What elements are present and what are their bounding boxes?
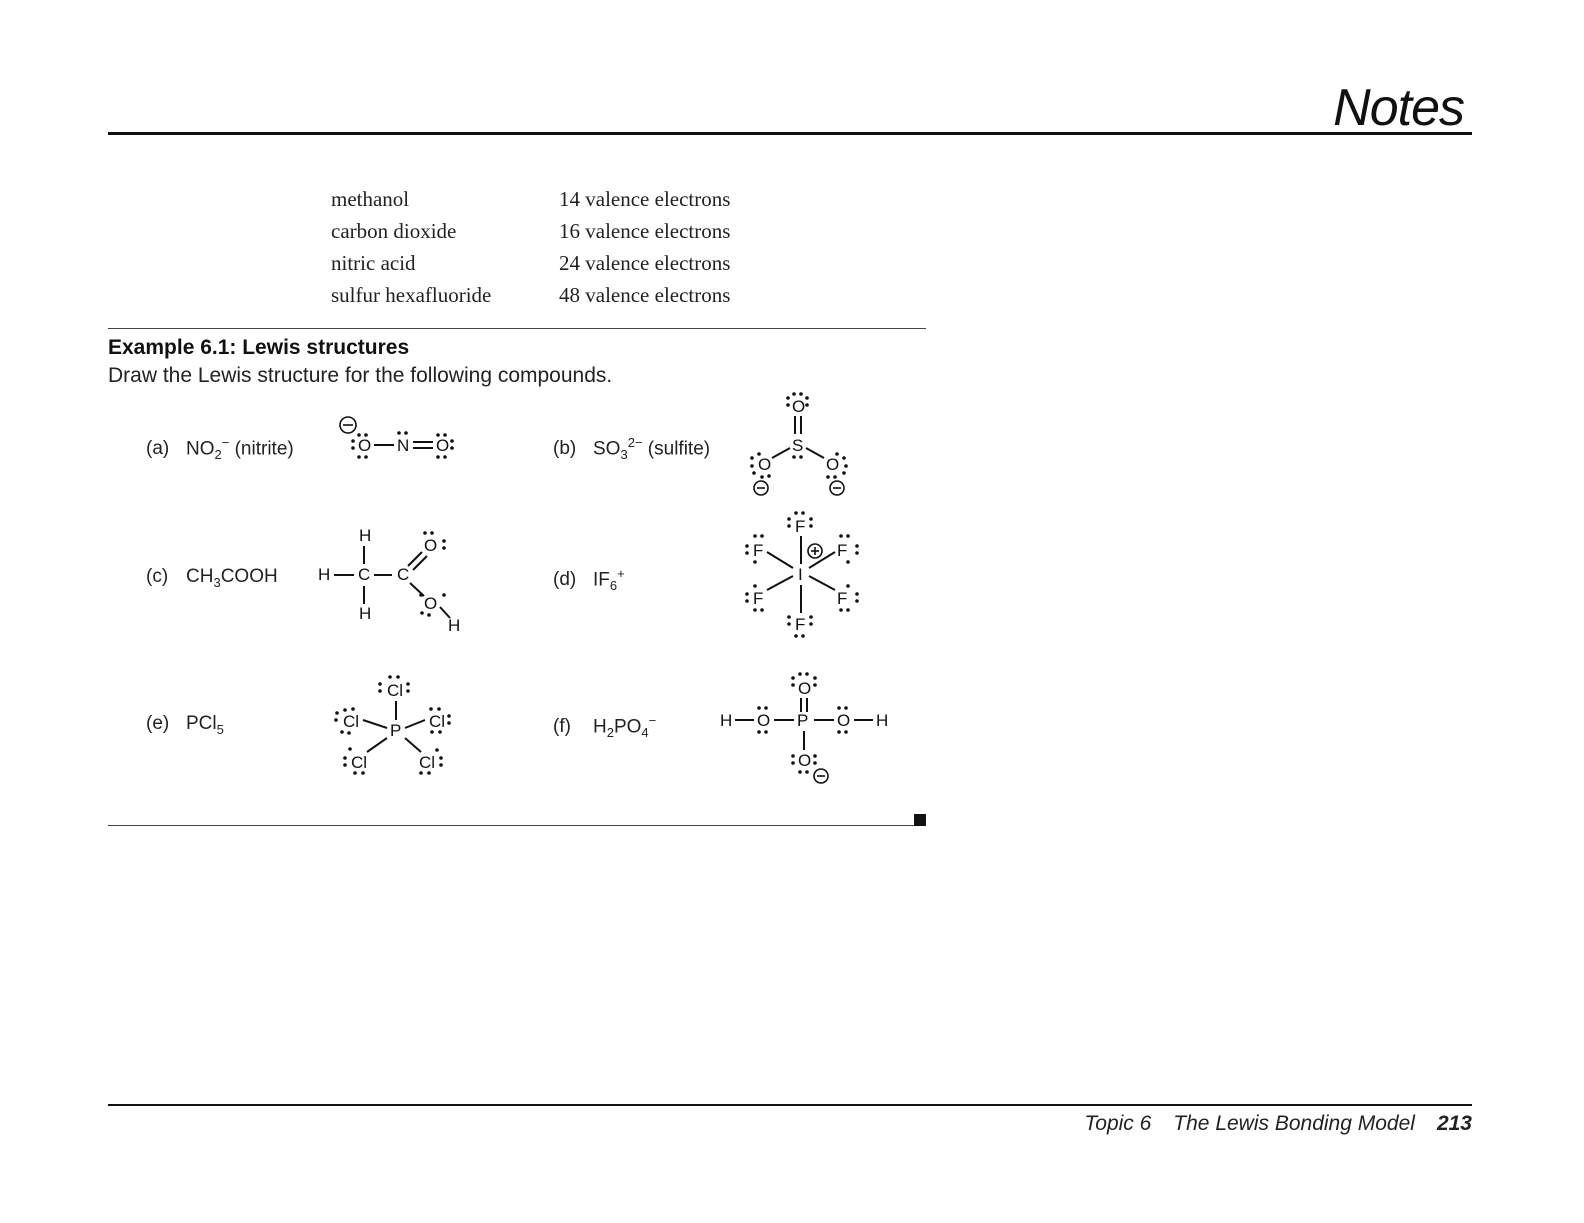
svg-text:O: O xyxy=(436,436,449,455)
compound-name: methanol xyxy=(331,186,410,211)
page-footer: Topic 6 The Lewis Bonding Model 213 xyxy=(1084,1112,1472,1136)
svg-text:C: C xyxy=(358,565,370,584)
footer-chapter: The Lewis Bonding Model xyxy=(1173,1112,1415,1135)
svg-text:Cl: Cl xyxy=(419,753,435,772)
item-f-label: (f) H2PO4− xyxy=(553,713,657,741)
svg-text:F: F xyxy=(837,541,847,560)
svg-text:I: I xyxy=(798,565,803,584)
svg-text:O: O xyxy=(358,436,371,455)
electron-count: 16 valence electrons xyxy=(559,218,731,243)
svg-text:O: O xyxy=(837,711,850,730)
svg-text:O: O xyxy=(757,711,770,730)
svg-text:P: P xyxy=(390,721,401,740)
table-row: sulfur hexafluoride 48 valence electrons xyxy=(331,279,730,311)
svg-text:O: O xyxy=(758,455,771,474)
svg-text:Cl: Cl xyxy=(429,712,445,731)
svg-text:F: F xyxy=(795,517,805,536)
acetic-acid-structure: H H C H C O O H xyxy=(318,526,460,635)
svg-text:O: O xyxy=(424,536,437,555)
item-b-label: (b) SO32− (sulfite) xyxy=(553,435,711,463)
table-row: methanol 14 valence electrons xyxy=(331,183,730,215)
electron-count: 14 valence electrons xyxy=(559,186,731,211)
end-of-example-mark xyxy=(914,814,926,826)
svg-text:O: O xyxy=(424,594,437,613)
footer-rule xyxy=(108,1104,1472,1106)
compound-name: sulfur hexafluoride xyxy=(331,282,492,307)
svg-text:H: H xyxy=(448,616,460,635)
notes-title: Notes xyxy=(1333,79,1465,137)
svg-text:H: H xyxy=(720,711,732,730)
example-prompt: Draw the Lewis structure for the followi… xyxy=(108,364,613,387)
svg-text:F: F xyxy=(753,589,763,608)
svg-text:O: O xyxy=(798,751,811,770)
svg-text:O: O xyxy=(798,679,811,698)
svg-text:C: C xyxy=(397,565,409,584)
svg-text:Cl: Cl xyxy=(343,712,359,731)
table-row: carbon dioxide 16 valence electrons xyxy=(331,215,730,247)
svg-text:O: O xyxy=(792,397,805,416)
svg-text:H: H xyxy=(359,604,371,623)
example-top-rule xyxy=(108,328,926,329)
svg-text:Cl: Cl xyxy=(387,681,403,700)
svg-text:F: F xyxy=(837,589,847,608)
pcl5-structure: Cl P Cl Cl Cl Cl xyxy=(334,675,451,775)
svg-text:Cl: Cl xyxy=(351,753,367,772)
nitrite-structure: O N O xyxy=(339,416,454,459)
item-c-label: (c) CH3COOH xyxy=(146,566,278,590)
item-d-label: (d) IF6+ xyxy=(553,566,625,594)
svg-text:N: N xyxy=(397,436,409,455)
compound-name: carbon dioxide xyxy=(331,218,457,243)
svg-text:O: O xyxy=(826,455,839,474)
footer-topic: Topic 6 xyxy=(1084,1112,1152,1135)
electron-count: 24 valence electrons xyxy=(559,250,731,275)
svg-text:H: H xyxy=(876,711,888,730)
item-a-label: (a) NO2− (nitrite) xyxy=(146,435,294,463)
page-number: 213 xyxy=(1436,1112,1472,1135)
svg-text:H: H xyxy=(359,526,371,545)
if6-cation-structure: F I F F F F F xyxy=(745,511,859,638)
compound-name: nitric acid xyxy=(331,250,416,275)
dihydrogen-phosphate-structure: O H O P O H O xyxy=(720,672,888,784)
valence-electron-table: methanol 14 valence electrons carbon diox… xyxy=(331,183,730,311)
svg-text:H: H xyxy=(318,565,330,584)
example-title: Example 6.1: Lewis structures xyxy=(108,336,410,359)
header-rule xyxy=(108,132,1472,135)
svg-text:F: F xyxy=(795,615,805,634)
svg-text:F: F xyxy=(753,541,763,560)
sulfite-structure: O S O O xyxy=(750,392,848,496)
table-row: nitric acid 24 valence electrons xyxy=(331,247,730,279)
svg-text:S: S xyxy=(792,436,803,455)
svg-text:P: P xyxy=(797,711,808,730)
item-e-label: (e) PCl5 xyxy=(146,713,224,737)
example-bottom-rule xyxy=(108,825,926,826)
electron-count: 48 valence electrons xyxy=(559,282,731,307)
